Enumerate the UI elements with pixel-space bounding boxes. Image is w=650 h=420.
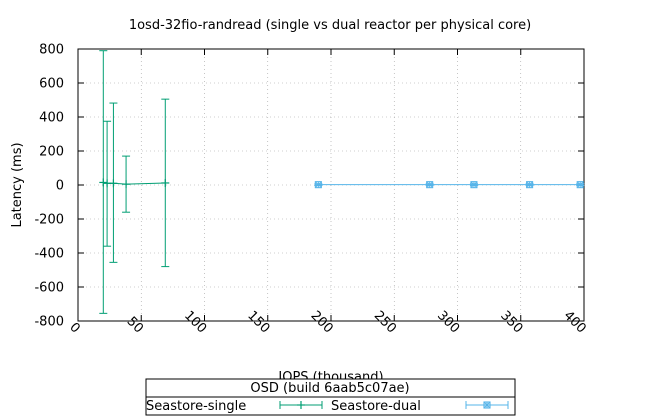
marker-stroke <box>426 181 433 188</box>
y-tick-label: 600 <box>39 77 64 92</box>
data-point <box>122 180 131 189</box>
marker-stroke <box>484 402 490 408</box>
x-tick-label: 50 <box>124 314 146 336</box>
data-point <box>109 179 118 188</box>
data-point <box>470 181 478 189</box>
chart-title: 1osd-32fio-randread (single vs dual reac… <box>129 18 531 33</box>
marker-stroke <box>577 181 584 188</box>
x-tick-label: 350 <box>497 308 525 336</box>
data-point <box>526 181 534 189</box>
y-axis: 800 600 400 200 0 -200 -400 -600 -800 <box>34 43 584 330</box>
y-tick-label: 0 <box>56 179 64 194</box>
legend-entry: Seastore-single <box>146 399 323 414</box>
marker-stroke <box>526 181 533 188</box>
data-point <box>426 181 434 189</box>
series-layer <box>99 50 585 314</box>
data-point <box>161 178 170 187</box>
x-tick-label: 200 <box>308 308 336 336</box>
data-point <box>99 178 108 187</box>
y-axis-label: Latency (ms) <box>10 142 25 227</box>
x-tick-label: 250 <box>371 308 399 336</box>
legend-marker <box>297 401 305 409</box>
legend-label: Seastore-single <box>146 399 246 414</box>
y-tick-label: -800 <box>34 315 64 330</box>
marker-stroke <box>471 181 477 188</box>
x-tick-label: 150 <box>244 308 272 336</box>
legend-marker <box>483 401 491 409</box>
legend-title: OSD (build 6aab5c07ae) <box>250 381 409 396</box>
series-seastore-dual <box>314 181 585 189</box>
legend-label: Seastore-dual <box>331 399 421 414</box>
legend: OSD (build 6aab5c07ae) Seastore-single Se… <box>145 378 516 416</box>
y-tick-label: -600 <box>34 281 64 296</box>
x-tick-label: 0 <box>66 320 82 336</box>
legend-entry: Seastore-dual <box>331 399 509 414</box>
x-tick-label: 300 <box>434 308 462 336</box>
x-axis: 0 50 100 150 200 250 300 350 400 <box>66 49 589 336</box>
x-tick-label: 100 <box>181 308 209 336</box>
y-tick-label: 800 <box>39 43 64 58</box>
y-tick-label: -200 <box>34 213 64 228</box>
marker-stroke <box>315 181 322 188</box>
legend-entries: Seastore-single Seastore-dual <box>146 399 509 414</box>
data-point <box>314 181 322 189</box>
data-point <box>576 181 584 189</box>
y-tick-label: 400 <box>39 111 64 126</box>
series-seastore-single <box>99 50 170 314</box>
y-tick-label: 200 <box>39 145 64 160</box>
y-tick-label: -400 <box>34 247 64 262</box>
